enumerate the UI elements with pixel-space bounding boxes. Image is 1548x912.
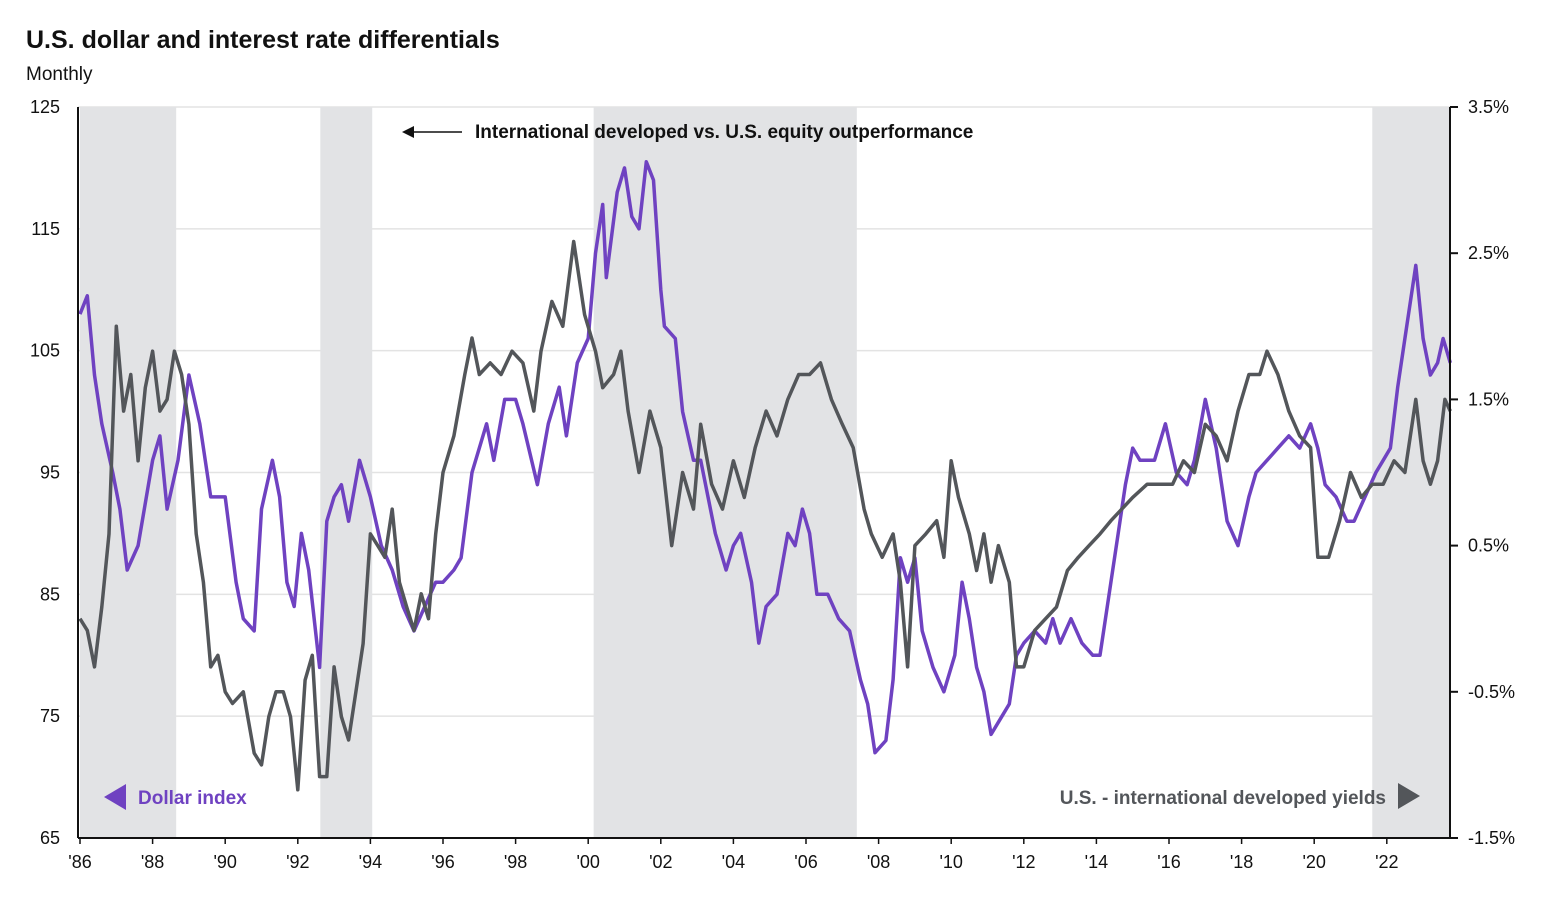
x-tick-label: '02 — [649, 852, 672, 872]
legend-yields: U.S. - international developed yields — [1060, 788, 1386, 809]
right-tick-label: -1.5% — [1468, 828, 1515, 848]
left-tick-label: 85 — [40, 584, 60, 604]
right-tick-label: -0.5% — [1468, 682, 1515, 702]
x-tick-label: '06 — [794, 852, 817, 872]
x-tick-label: '94 — [359, 852, 382, 872]
x-tick-label: '16 — [1157, 852, 1180, 872]
x-tick-label: '14 — [1085, 852, 1108, 872]
x-tick-label: '22 — [1375, 852, 1398, 872]
annotation-label: International developed vs. U.S. equity … — [475, 122, 973, 143]
left-tick-label: 65 — [40, 828, 60, 848]
left-tick-label: 105 — [30, 341, 60, 361]
chart-title: U.S. dollar and interest rate differenti… — [26, 26, 500, 54]
x-tick-label: '12 — [1012, 852, 1035, 872]
x-tick-label: '88 — [141, 852, 164, 872]
shaded-period — [1372, 107, 1450, 838]
shaded-period — [80, 107, 177, 838]
legend-dollar-index: Dollar index — [138, 788, 247, 809]
x-tick-label: '92 — [286, 852, 309, 872]
x-tick-label: '98 — [504, 852, 527, 872]
x-tick-label: '10 — [939, 852, 962, 872]
left-tick-label: 75 — [40, 706, 60, 726]
dollar-index-line — [78, 160, 1452, 755]
chart-subtitle: Monthly — [26, 64, 93, 85]
left-tick-label: 95 — [40, 463, 60, 483]
x-tick-label: '90 — [213, 852, 236, 872]
legend-left-triangle-icon — [104, 784, 126, 810]
right-tick-label: 1.5% — [1468, 389, 1509, 409]
right-tick-label: 3.5% — [1468, 97, 1509, 117]
x-tick-label: '20 — [1302, 852, 1325, 872]
right-tick-label: 2.5% — [1468, 243, 1509, 263]
x-tick-label: '86 — [68, 852, 91, 872]
x-tick-label: '04 — [722, 852, 745, 872]
legend-right-triangle-icon — [1398, 783, 1420, 809]
right-tick-label: 0.5% — [1468, 536, 1509, 556]
x-tick-label: '18 — [1230, 852, 1253, 872]
x-tick-label: '08 — [867, 852, 890, 872]
annotation-arrow-icon — [402, 126, 414, 138]
yield-differential-line — [78, 239, 1452, 792]
left-tick-label: 125 — [30, 97, 60, 117]
x-tick-label: '00 — [576, 852, 599, 872]
x-tick-label: '96 — [431, 852, 454, 872]
left-tick-label: 115 — [31, 219, 60, 239]
